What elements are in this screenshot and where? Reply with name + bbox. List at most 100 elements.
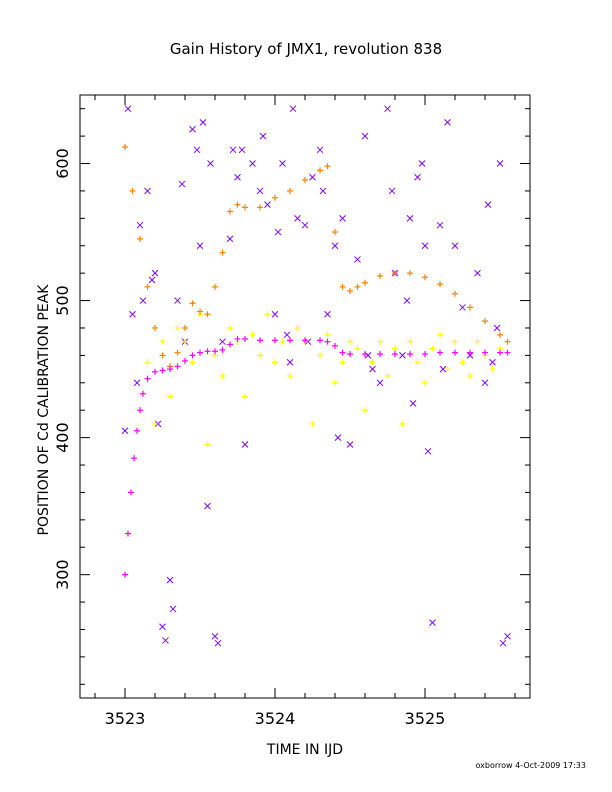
data-point: [467, 372, 473, 379]
data-point: [392, 270, 398, 277]
y-tick-label: 600: [53, 148, 72, 179]
data-point: [376, 379, 384, 387]
data-point: [309, 173, 316, 181]
data-point: [444, 119, 451, 126]
data-point: [414, 359, 421, 366]
data-point: [499, 639, 507, 647]
data-point: [129, 310, 136, 318]
data-point: [122, 571, 128, 578]
data-point: [437, 349, 443, 356]
data-point: [159, 338, 166, 345]
data-point: [482, 349, 488, 356]
data-point: [422, 379, 428, 386]
y-tick-label: 500: [53, 285, 72, 316]
data-point: [124, 105, 132, 113]
data-point: [324, 338, 331, 345]
data-point: [414, 173, 421, 181]
data-point: [452, 290, 458, 297]
data-point: [166, 576, 174, 584]
data-point: [144, 187, 151, 195]
data-point: [242, 393, 248, 400]
data-point: [259, 132, 267, 140]
data-point: [421, 242, 429, 250]
plot-frame: [79, 94, 531, 699]
data-point: [152, 324, 158, 331]
data-point: [204, 348, 211, 355]
data-point: [497, 349, 503, 356]
data-point: [392, 351, 398, 358]
data-point: [437, 281, 443, 288]
data-point: [136, 221, 144, 229]
data-point: [219, 338, 226, 346]
data-point: [227, 341, 233, 348]
data-point: [339, 359, 346, 366]
data-point: [489, 366, 496, 373]
data-point: [121, 427, 129, 435]
data-point: [182, 324, 188, 331]
data-point: [406, 214, 414, 222]
data-point: [189, 300, 196, 307]
data-point: [504, 349, 511, 356]
data-point: [377, 272, 383, 279]
data-point: [174, 349, 181, 356]
data-point: [301, 221, 309, 229]
data-point: [242, 204, 248, 211]
data-point: [197, 308, 203, 315]
data-point: [409, 399, 417, 407]
data-point: [362, 407, 368, 414]
data-point: [234, 335, 241, 342]
data-point: [302, 337, 308, 344]
data-point: [212, 348, 218, 355]
data-point: [324, 310, 331, 318]
data-point: [317, 352, 323, 359]
data-point: [174, 363, 181, 370]
data-point: [354, 345, 361, 352]
data-point: [152, 420, 158, 427]
data-point: [264, 311, 271, 318]
data-point: [339, 349, 346, 356]
data-point: [319, 187, 327, 195]
data-point: [489, 358, 496, 366]
data-point: [249, 331, 256, 338]
data-point: [436, 221, 444, 229]
data-point: [309, 420, 316, 427]
data-point: [439, 365, 447, 373]
data-point: [339, 214, 346, 222]
data-point: [159, 352, 166, 359]
data-point: [131, 455, 137, 462]
data-point: [167, 393, 173, 400]
data-point: [334, 434, 342, 441]
data-point: [140, 390, 146, 397]
data-point: [272, 337, 278, 344]
data-point: [317, 337, 323, 344]
data-point: [204, 311, 211, 318]
data-point: [242, 335, 248, 342]
data-point: [227, 324, 233, 331]
data-point: [182, 338, 188, 345]
data-point: [429, 619, 436, 626]
data-point: [418, 160, 426, 167]
data-point: [197, 349, 203, 356]
data-point: [133, 379, 141, 387]
data-point: [287, 372, 293, 379]
data-point: [504, 338, 511, 345]
data-point: [264, 201, 271, 208]
data-point: [332, 229, 338, 236]
data-point: [429, 345, 436, 352]
data-point: [459, 304, 466, 311]
data-point: [364, 352, 372, 359]
data-point: [331, 242, 339, 250]
data-point: [189, 359, 196, 366]
data-point: [451, 242, 459, 250]
data-point: [399, 420, 406, 427]
data-point: [257, 204, 263, 211]
data-point: [196, 242, 204, 250]
data-point: [207, 160, 214, 167]
data-point: [497, 331, 503, 338]
data-point: [407, 351, 413, 358]
data-point: [347, 287, 353, 294]
data-point: [152, 368, 158, 375]
data-point: [332, 379, 338, 386]
data-point: [317, 167, 323, 174]
